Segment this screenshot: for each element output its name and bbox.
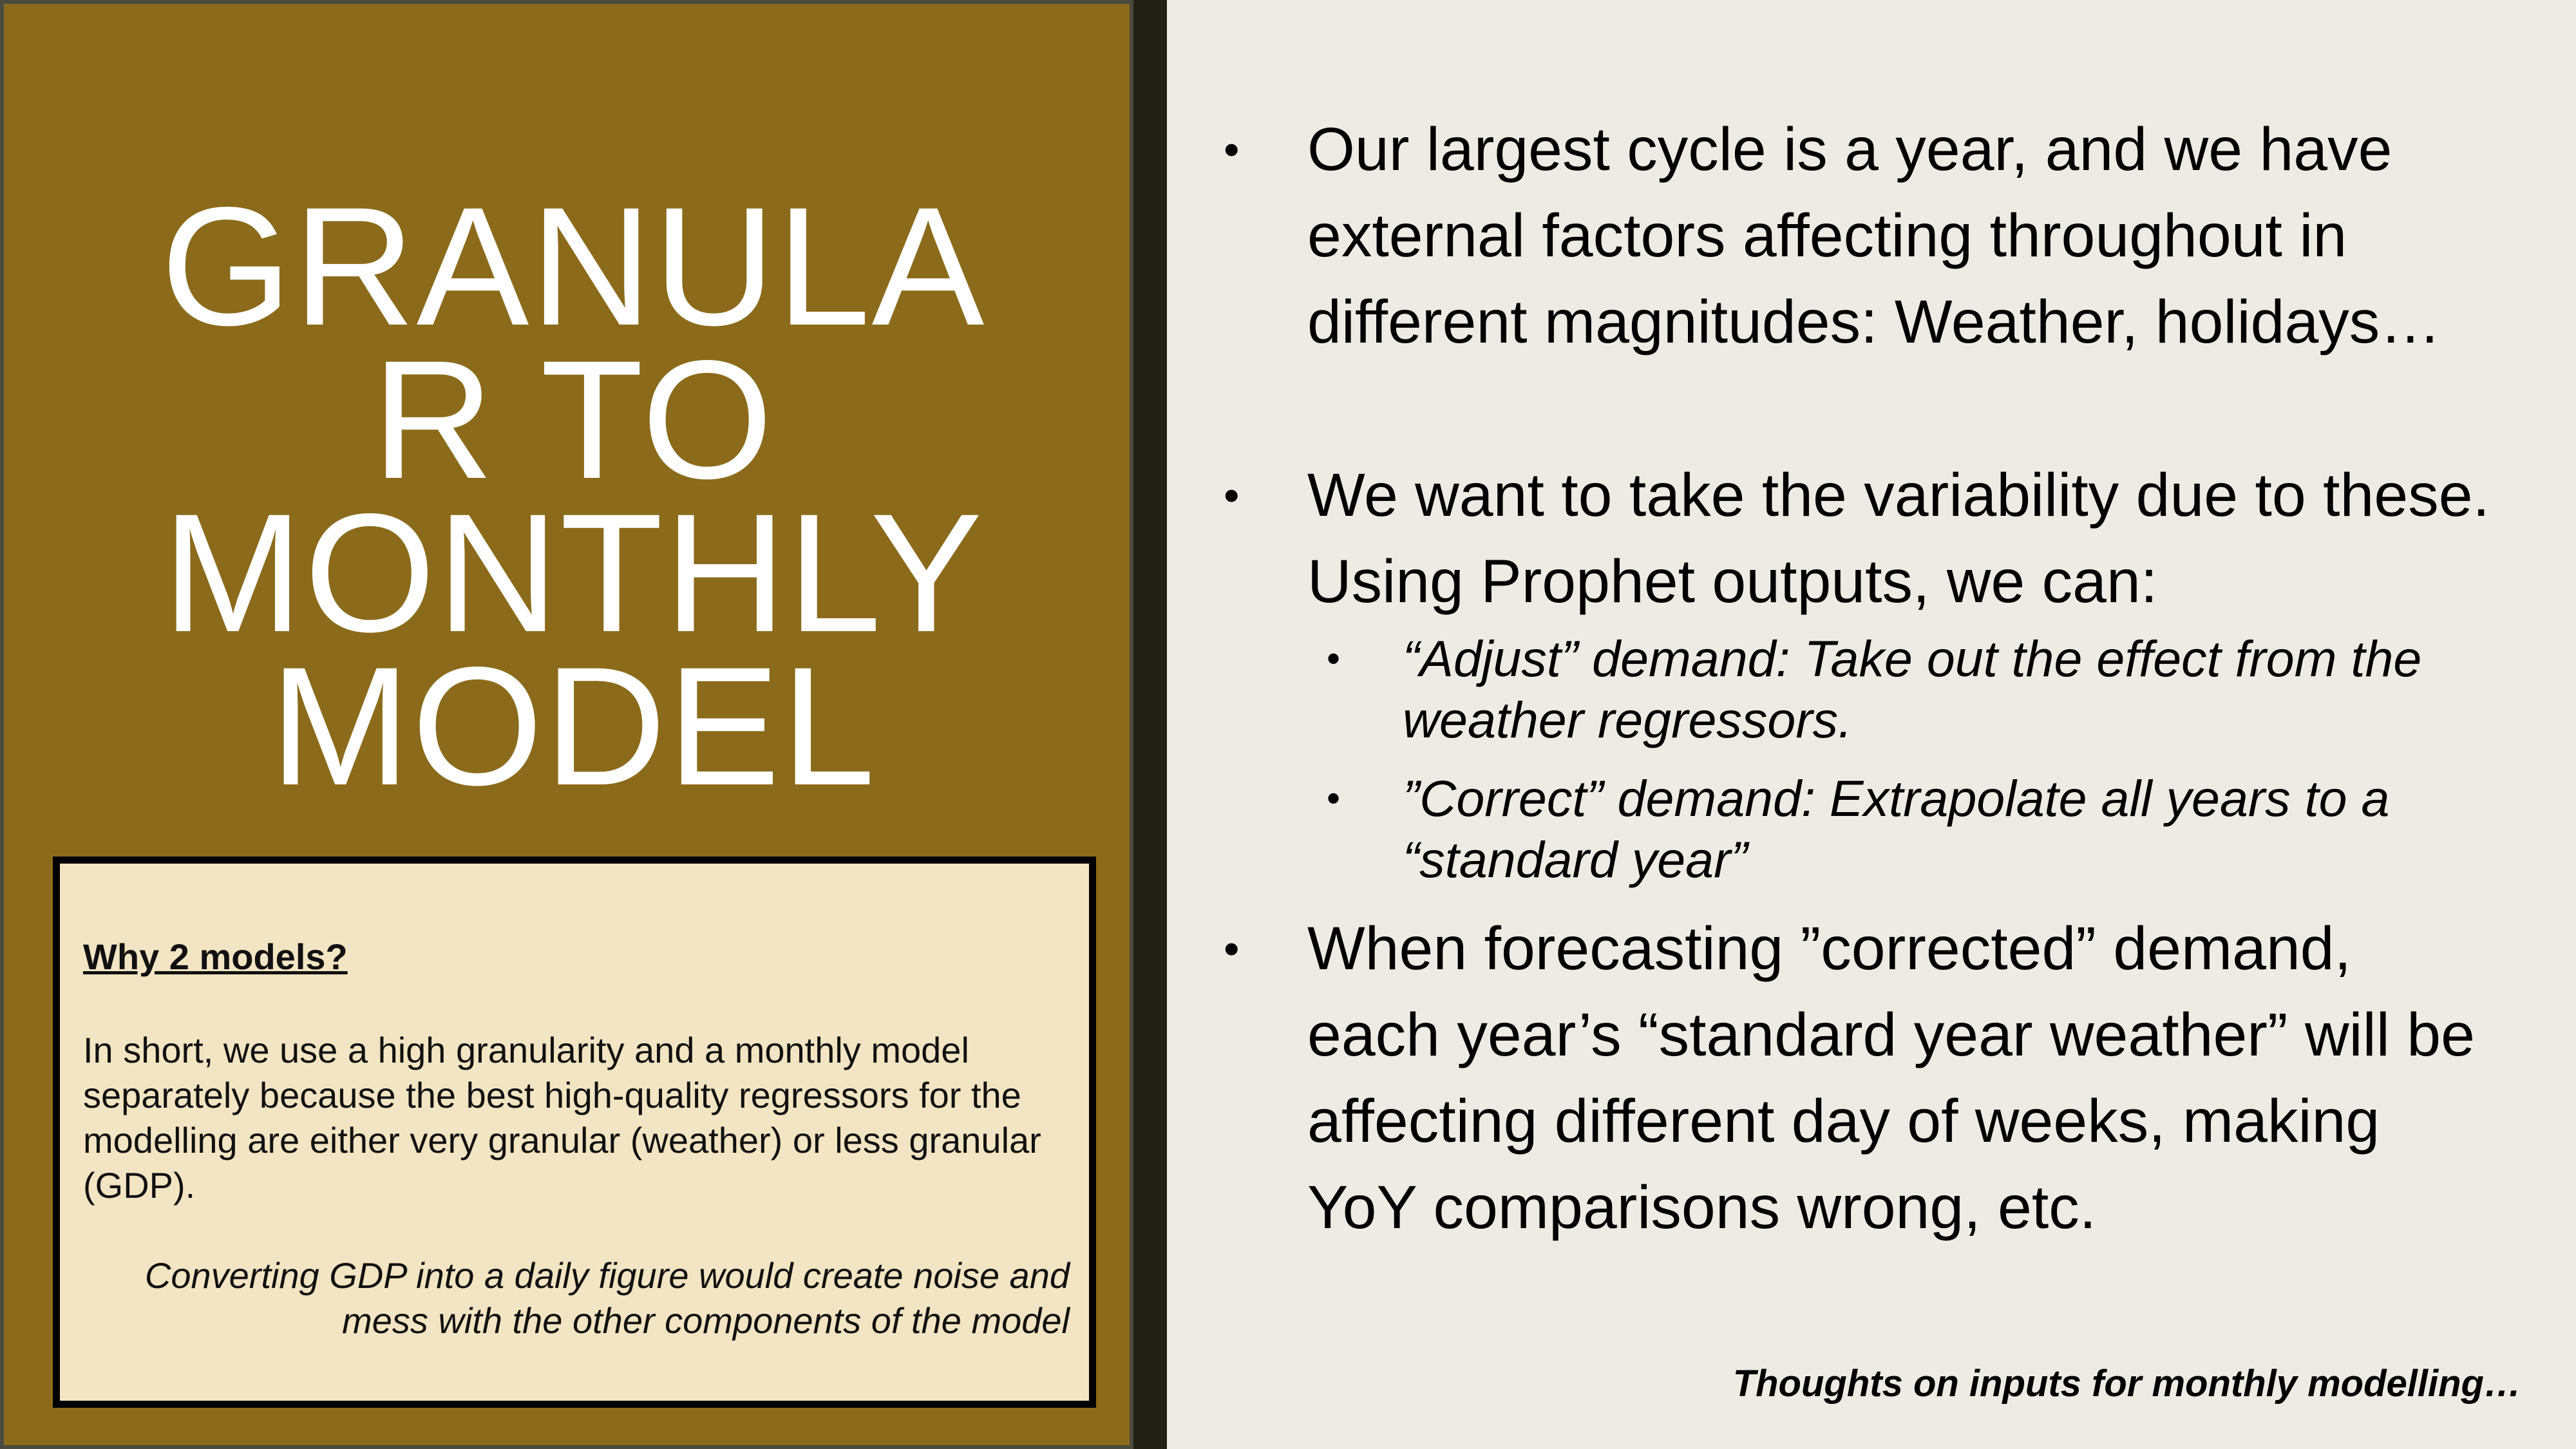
bullet-dot: • <box>1224 923 1240 974</box>
bullet-text: Our largest cycle is a year, and we have… <box>1307 115 2441 356</box>
bullet-text: We want to take the variability due to t… <box>1307 461 2490 616</box>
title-line-3: MONTHLY <box>162 478 984 667</box>
slide-footer: Thoughts on inputs for monthly modelling… <box>1732 1363 2521 1405</box>
title-line-1: GRANULA <box>160 172 986 361</box>
sub-bullet-text: “Adjust” demand: Take out the effect fro… <box>1403 630 2422 748</box>
callout-heading: Why 2 models? <box>83 936 348 977</box>
bullet-dot: • <box>1327 777 1341 820</box>
slide-title: GRANULA R TO MONTHLY MODEL <box>90 172 1056 820</box>
bullet-dot: • <box>1224 470 1240 520</box>
callout-note: Converting GDP into a daily figure would… <box>144 1255 1070 1341</box>
callout-body: In short, we use a high granularity and … <box>83 1030 1041 1206</box>
divider-bar <box>1133 0 1167 1449</box>
title-line-4: MODEL <box>270 632 876 820</box>
sub-bullet-text: ”Correct” demand: Extrapolate all years … <box>1403 770 2390 888</box>
bullet-dot: • <box>1327 637 1341 680</box>
title-line-2: R TO <box>372 325 775 514</box>
bullet-text: When forecasting ”corrected” demand, eac… <box>1307 914 2475 1242</box>
bullet-dot: • <box>1224 124 1240 175</box>
callout-box: Why 2 models? In short, we use a high gr… <box>53 857 1096 1408</box>
